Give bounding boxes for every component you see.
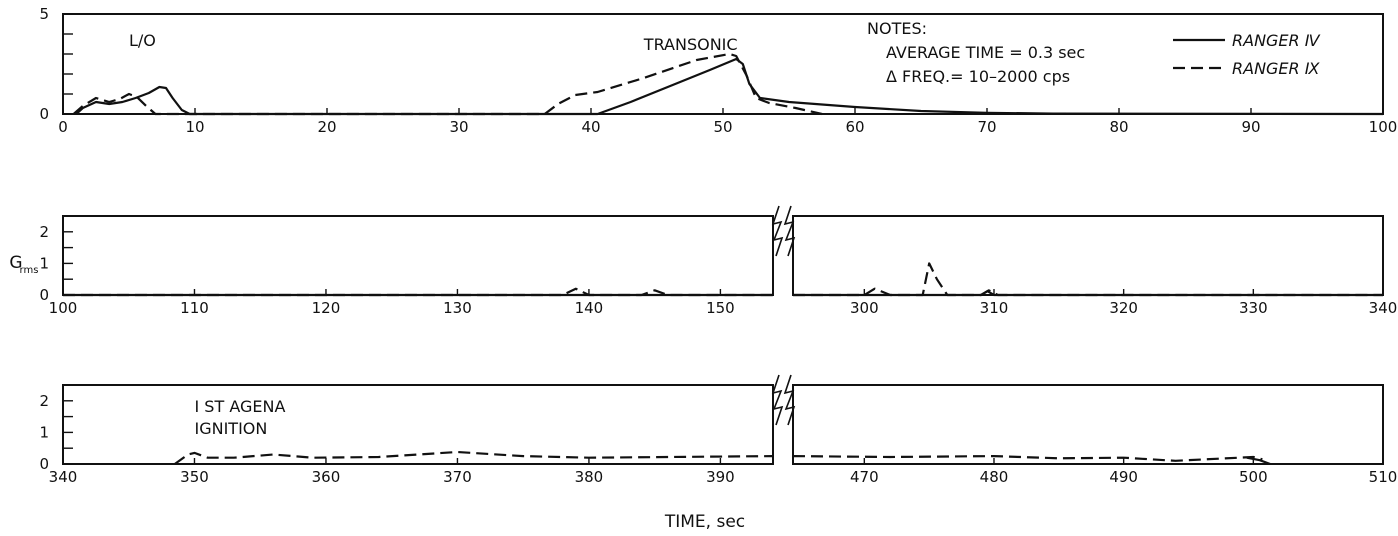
notes-line-freq: Δ FREQ.= 10–2000 cps: [886, 67, 1070, 86]
panel-3-x-tick-label: 340: [49, 468, 78, 486]
panel-1-x-tick-label: 30: [449, 118, 468, 136]
panel-2-x-tick-label: 310: [980, 299, 1009, 317]
panel-3-series-ranger-ix-line: [792, 455, 1263, 462]
panel-3-segment-1-frame: [62, 384, 774, 465]
panel-2-segment-2-frame: [792, 215, 1384, 296]
panel-3-x-tick-label: 480: [980, 468, 1009, 486]
panel-1-x-tick-label: 90: [1241, 118, 1260, 136]
panel-2-x-tick-label: 140: [575, 299, 604, 317]
panel-2-y-tick-label: 2: [39, 223, 49, 241]
panel-1-x-tick-label: 70: [977, 118, 996, 136]
panel-3-x-tick-label: 360: [312, 468, 341, 486]
panel-2-y-tick-label: 1: [39, 254, 49, 272]
panel-2-x-tick-label: 340: [1369, 299, 1398, 317]
panel-2-y-tick-label: 0: [39, 286, 49, 304]
panel-3-axis-break-right: [783, 374, 796, 426]
panel-2-x-tick-label: 150: [706, 299, 735, 317]
panel-2-x-tick-label: 120: [312, 299, 341, 317]
panel-3-x-tick-label: 510: [1369, 468, 1398, 486]
y-axis-title-sub: rms: [20, 265, 39, 276]
panel-1-x-tick-label: 100: [1369, 118, 1398, 136]
panel-1-annotation-1: L/O: [129, 31, 156, 50]
panel-3-x-tick-label: 350: [180, 468, 209, 486]
panel-1-y-tick-label: 5: [39, 5, 49, 23]
notes-title: NOTES:: [867, 19, 927, 38]
panel-2-x-tick-label: 320: [1109, 299, 1138, 317]
panel-3-x-tick-label: 500: [1239, 468, 1268, 486]
panel-3-x-tick-label: 390: [706, 468, 735, 486]
x-axis-title: TIME, sec: [664, 512, 745, 532]
panel-3-segment-2-frame: [792, 384, 1384, 465]
panel-1-x-tick-label: 50: [713, 118, 732, 136]
panel-2-x-tick-label: 300: [850, 299, 879, 317]
panel-2-segment-1-frame: [62, 215, 774, 296]
panel-2-axis-break-right: [783, 205, 796, 257]
notes-block: NOTES: AVERAGE TIME = 0.3 sec Δ FREQ.= 1…: [867, 19, 1085, 86]
panel-3-x-tick-label: 490: [1109, 468, 1138, 486]
panel-3-x-tick-label: 470: [850, 468, 879, 486]
panel-1-annotation-2: TRANSONIC: [643, 35, 738, 54]
panel-2-x-tick-label: 330: [1239, 299, 1268, 317]
panel-3-y-tick-label: 1: [39, 423, 49, 441]
legend: RANGER Ⅳ RANGER Ⅸ: [1173, 31, 1321, 78]
panel-2-axis-break-left: [771, 205, 784, 257]
panel-2-x-tick-label: 130: [443, 299, 472, 317]
notes-line-time: AVERAGE TIME = 0.3 sec: [886, 43, 1085, 62]
panel-2-x-tick-label: 100: [49, 299, 78, 317]
panel-1-x-tick-label: 20: [317, 118, 336, 136]
panel-3-annotation-2: IGNITION: [195, 419, 268, 438]
panel-1-y-tick-label: 0: [39, 105, 49, 123]
panel-1-series-ranger-iv-line: [75, 57, 1384, 116]
legend-label-ranger-iv: RANGER Ⅳ: [1232, 31, 1321, 50]
panel-3-series-ranger-iv-line: [1246, 456, 1271, 466]
panel-1-x-tick-label: 60: [845, 118, 864, 136]
panel-3-axis-break-left: [771, 374, 784, 426]
panel-2-series-ranger-ix-line: [793, 262, 1383, 297]
panel-1-x-tick-label: 10: [185, 118, 204, 136]
panel-1-x-tick-label: 80: [1109, 118, 1128, 136]
panel-3-x-tick-label: 380: [575, 468, 604, 486]
panel-1-x-tick-label: 0: [58, 118, 68, 136]
panel-1-x-tick-label: 40: [581, 118, 600, 136]
panel-1-series-ranger-ix-line: [72, 52, 823, 116]
panel-3-annotation-1: I ST AGENA: [195, 397, 286, 416]
panel-2-x-tick-label: 110: [180, 299, 209, 317]
panel-3-y-tick-label: 2: [39, 392, 49, 410]
legend-label-ranger-ix: RANGER Ⅸ: [1232, 59, 1320, 78]
panel-3-x-tick-label: 370: [443, 468, 472, 486]
panel-3-y-tick-label: 0: [39, 455, 49, 473]
panel-3-series-ranger-ix-line: [174, 450, 774, 465]
y-axis-title-main: G: [9, 253, 22, 273]
